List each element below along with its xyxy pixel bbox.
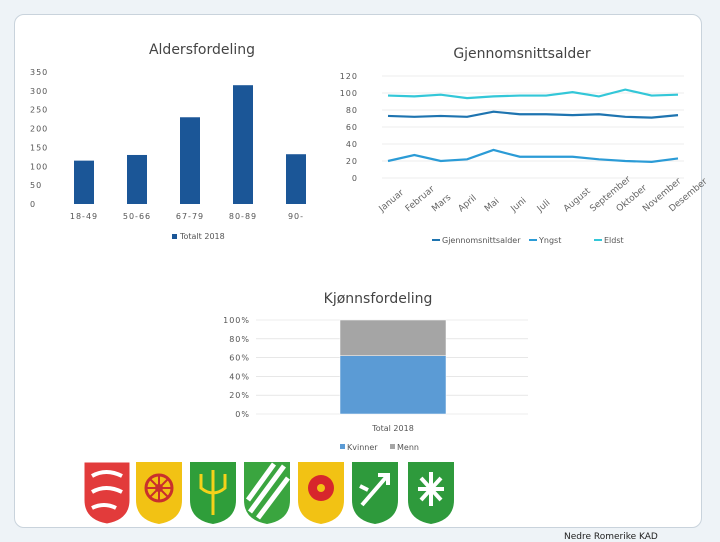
footer-credit: Nedre Romerike KAD [564,532,658,542]
slide-panel: Nedre Romerike KAD [14,14,702,542]
